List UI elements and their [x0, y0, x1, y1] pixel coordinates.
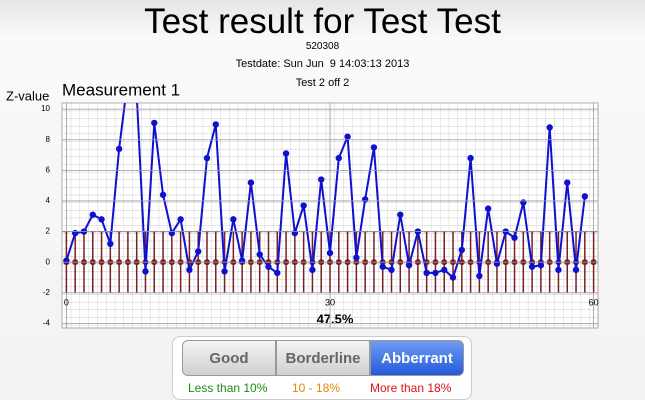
data-point	[291, 229, 299, 237]
data-point	[203, 154, 211, 162]
data-point	[441, 266, 448, 274]
y-tick-label: 2	[46, 227, 51, 236]
data-point	[467, 154, 474, 162]
y-tick-label: 8	[46, 135, 51, 144]
data-point	[432, 269, 439, 277]
y-tick-label: -2	[43, 288, 51, 297]
data-point	[476, 272, 483, 280]
data-point	[98, 216, 105, 223]
data-point	[564, 179, 571, 186]
data-point	[177, 216, 184, 223]
data-point	[265, 263, 272, 270]
data-point	[107, 240, 114, 248]
data-point	[353, 254, 360, 261]
y-tick-label: -4	[43, 319, 51, 328]
data-point	[555, 266, 562, 274]
data-point	[282, 150, 290, 157]
data-point	[212, 121, 219, 128]
threshold-note: More than 18%	[370, 381, 452, 395]
data-point	[238, 257, 246, 264]
test-id: 520308	[305, 41, 340, 52]
data-point	[370, 144, 378, 151]
data-point	[397, 211, 404, 218]
data-point	[186, 266, 193, 274]
result-value: 47.5%	[317, 311, 354, 326]
data-point	[511, 234, 518, 241]
data-point	[274, 269, 281, 277]
data-point	[256, 251, 263, 258]
data-point	[361, 196, 369, 203]
data-point	[63, 257, 70, 264]
data-point	[89, 211, 96, 218]
segment-button[interactable]: Abberrant	[370, 340, 464, 376]
chart-title: Measurement 1	[62, 80, 180, 99]
data-point	[335, 154, 342, 162]
data-point	[537, 262, 545, 269]
x-tick-label: 60	[589, 297, 599, 307]
data-point	[493, 260, 501, 267]
data-point	[142, 268, 149, 275]
data-point	[326, 249, 334, 257]
data-point	[484, 205, 492, 212]
y-axis-label: Z-value	[6, 88, 49, 103]
y-tick-label: 10	[41, 104, 50, 113]
chart: Z-value Measurement 1 47.5% -4 -2 0 2 4 6 8 10 0…	[6, 80, 599, 329]
data-point	[159, 191, 167, 199]
data-point	[300, 202, 307, 209]
data-point	[71, 229, 79, 237]
y-tick-label: 4	[46, 196, 51, 205]
data-point	[423, 269, 430, 277]
data-point	[581, 193, 589, 200]
data-point	[388, 266, 395, 274]
data-point	[151, 119, 158, 127]
data-point	[458, 246, 466, 254]
data-point	[449, 274, 457, 281]
test-count: Test 2 off 2	[295, 77, 350, 89]
data-point	[379, 263, 386, 270]
segment-button[interactable]: Good	[182, 340, 276, 376]
page-title: Test result for Test Test	[144, 2, 501, 41]
test-date: Testdate: Sun Jun 9 14:03:13 2013	[235, 58, 410, 70]
data-point	[194, 248, 202, 255]
data-point	[309, 266, 316, 274]
data-point	[168, 229, 176, 237]
data-point	[221, 268, 228, 275]
data-point	[115, 145, 123, 153]
data-point	[318, 176, 325, 183]
data-point	[528, 263, 536, 270]
data-line	[65, 103, 586, 280]
data-point	[247, 179, 255, 186]
data-point	[405, 262, 413, 269]
threshold-note: Less than 10%	[188, 381, 268, 395]
data-point	[520, 199, 527, 206]
data-point	[344, 133, 351, 140]
data-point	[572, 266, 580, 274]
x-tick-label: 0	[64, 297, 69, 307]
data-point	[230, 216, 237, 223]
data-point	[546, 124, 553, 131]
y-tick-label: 6	[46, 165, 51, 174]
segment-button[interactable]: Borderline	[276, 340, 370, 376]
y-tick-label: 0	[46, 257, 51, 266]
threshold-note: 10 - 18%	[292, 381, 341, 395]
x-tick-label: 30	[325, 297, 335, 307]
